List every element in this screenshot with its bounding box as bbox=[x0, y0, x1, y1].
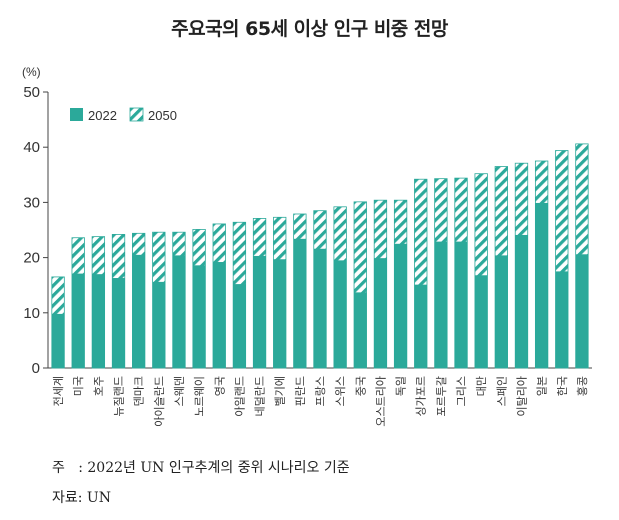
bar-2022 bbox=[172, 255, 186, 368]
bar-2022 bbox=[213, 262, 226, 368]
x-tick-label: 핀란드 bbox=[294, 376, 307, 406]
x-tick-label: 그리스 bbox=[455, 376, 468, 406]
y-unit-label: (%) bbox=[22, 65, 41, 79]
bar-2022 bbox=[112, 278, 125, 368]
bar-2022 bbox=[454, 241, 468, 368]
bar-2022 bbox=[233, 284, 246, 368]
bar-2022 bbox=[152, 281, 166, 368]
legend-swatch-2022 bbox=[70, 108, 83, 121]
bar-2022 bbox=[92, 274, 105, 368]
x-tick-label: 홍콩 bbox=[575, 376, 589, 396]
x-tick-label: 이탈리아 bbox=[515, 376, 528, 416]
x-tick-label: 대만 bbox=[475, 376, 488, 396]
legend-label-2050: 2050 bbox=[148, 108, 177, 123]
x-axis-labels: 전세계 미국 호주 뉴질랜드 덴마크 아이슬란드 스웨덴 노르웨이 영국 아일랜드 네덜란드 벨기에 핀… bbox=[52, 376, 589, 427]
bar-2022 bbox=[71, 273, 85, 368]
footnote: 주 : 2022년 UN 인구추계의 중위 시나리오 기준 bbox=[52, 460, 350, 476]
source-note: 자료: UN bbox=[52, 490, 111, 506]
x-tick-label: 스페인 bbox=[495, 376, 508, 406]
x-tick-label: 독일 bbox=[394, 376, 408, 396]
x-tick-label: 스위스 bbox=[334, 376, 347, 406]
x-tick-label: 미국 bbox=[72, 376, 85, 396]
x-tick-label: 네덜란드 bbox=[254, 376, 267, 416]
x-tick-label: 프랑스 bbox=[314, 376, 327, 406]
bar-2022 bbox=[354, 292, 367, 368]
bar-2022 bbox=[51, 313, 65, 368]
bar-2022 bbox=[434, 241, 448, 368]
y-tick-label: 50 bbox=[23, 84, 40, 101]
x-tick-label: 아이슬란드 bbox=[153, 376, 166, 427]
bar-2022 bbox=[555, 271, 569, 368]
x-tick-label: 중국 bbox=[354, 376, 367, 396]
bar-2022 bbox=[132, 254, 145, 368]
bar-series bbox=[51, 143, 589, 369]
bar-2022 bbox=[474, 275, 488, 368]
x-tick-label: 벨기에 bbox=[274, 376, 287, 406]
x-tick-label: 아일랜드 bbox=[232, 376, 246, 416]
x-tick-label: 영국 bbox=[213, 376, 226, 396]
x-tick-label: 노르웨이 bbox=[193, 376, 206, 416]
x-tick-label: 전세계 bbox=[52, 376, 65, 406]
bar-2022 bbox=[253, 255, 266, 368]
y-tick-label: 30 bbox=[23, 194, 40, 211]
x-tick-label: 포르투갈 bbox=[434, 376, 448, 416]
bar-2022 bbox=[535, 202, 548, 368]
x-tick-label: 뉴질랜드 bbox=[113, 376, 126, 416]
bar-2022 bbox=[313, 248, 327, 368]
x-tick-label: 일본 bbox=[535, 376, 549, 396]
bar-2022 bbox=[575, 254, 589, 368]
x-tick-label: 한국 bbox=[556, 376, 569, 396]
bar-2022 bbox=[414, 284, 427, 368]
bar-2022 bbox=[333, 260, 347, 368]
chart-title: 주요국의 65세 이상 인구 비중 전망 bbox=[171, 18, 448, 40]
x-tick-label: 오스트리아 bbox=[374, 376, 387, 427]
bar-2022 bbox=[293, 238, 307, 368]
y-tick-label: 40 bbox=[23, 139, 40, 156]
bar-2022 bbox=[273, 259, 286, 368]
bar-2022 bbox=[192, 265, 206, 368]
bar-2022 bbox=[515, 234, 528, 368]
legend: 2022 2050 bbox=[70, 107, 177, 123]
bar-2022 bbox=[394, 243, 407, 368]
x-tick-label: 호주 bbox=[92, 376, 105, 396]
x-tick-label: 스웨덴 bbox=[173, 376, 186, 406]
bar-2022 bbox=[495, 255, 508, 368]
y-tick-label: 10 bbox=[23, 305, 40, 322]
legend-swatch-2050 bbox=[129, 107, 144, 122]
x-tick-label: 싱가포르 bbox=[415, 376, 428, 416]
bar-2022 bbox=[374, 258, 387, 368]
x-tick-label: 덴마크 bbox=[133, 376, 146, 406]
legend-label-2022: 2022 bbox=[88, 108, 117, 123]
y-tick-label: 0 bbox=[32, 360, 40, 377]
y-tick-label: 20 bbox=[23, 250, 40, 267]
